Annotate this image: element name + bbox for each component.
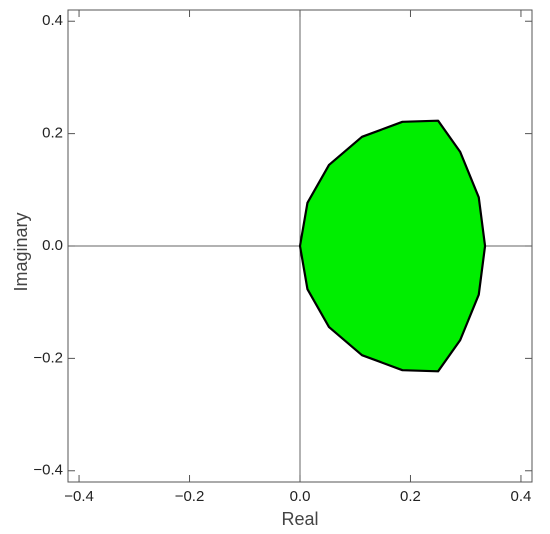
y-tick-label: 0.2: [42, 125, 63, 142]
x-tick-label: 0.2: [400, 488, 421, 505]
region: [298, 119, 487, 373]
x-tick-label: 0.4: [511, 488, 532, 505]
y-tick-label: 0.4: [42, 12, 63, 29]
y-tick-label: −0.2: [33, 349, 63, 366]
x-tick-label: 0.0: [290, 488, 311, 505]
y-tick-label: 0.0: [42, 237, 63, 254]
x-tick-label: −0.4: [64, 488, 94, 505]
x-axis-label: Real: [281, 509, 318, 529]
y-tick-label: −0.4: [33, 462, 63, 479]
x-tick-label: −0.2: [175, 488, 205, 505]
y-axis-label: Imaginary: [11, 212, 31, 291]
